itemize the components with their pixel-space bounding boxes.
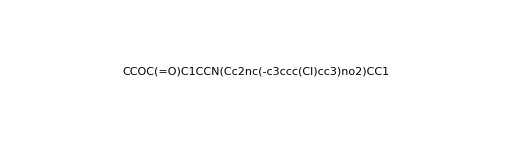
Text: CCOC(=O)C1CCN(Cc2nc(-c3ccc(Cl)cc3)no2)CC1: CCOC(=O)C1CCN(Cc2nc(-c3ccc(Cl)cc3)no2)CC… — [122, 66, 390, 77]
